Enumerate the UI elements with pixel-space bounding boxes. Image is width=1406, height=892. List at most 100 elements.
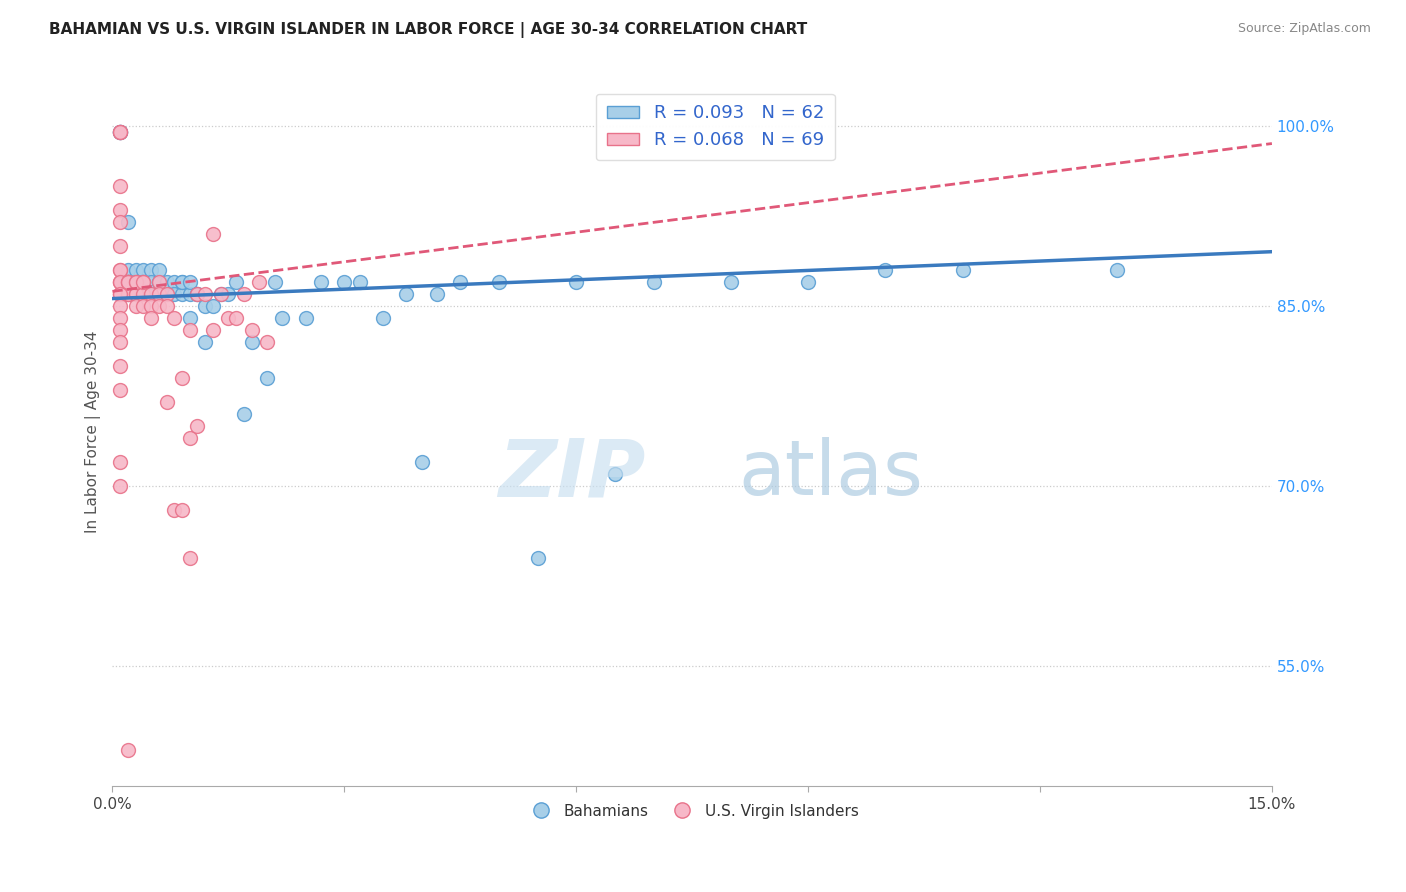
Point — [124, 275, 146, 289]
Point — [194, 286, 217, 301]
Point — [186, 419, 208, 434]
Point — [117, 262, 139, 277]
Text: Source: ZipAtlas.com: Source: ZipAtlas.com — [1237, 22, 1371, 36]
Point — [411, 455, 433, 469]
Point — [186, 286, 208, 301]
Point — [256, 334, 278, 349]
Point — [117, 275, 139, 289]
Point — [179, 310, 201, 325]
Point — [117, 286, 139, 301]
Point — [108, 202, 131, 217]
Text: BAHAMIAN VS U.S. VIRGIN ISLANDER IN LABOR FORCE | AGE 30-34 CORRELATION CHART: BAHAMIAN VS U.S. VIRGIN ISLANDER IN LABO… — [49, 22, 807, 38]
Point — [108, 455, 131, 469]
Text: atlas: atlas — [740, 437, 924, 511]
Point — [132, 262, 155, 277]
Point — [132, 275, 155, 289]
Point — [117, 275, 139, 289]
Point — [449, 275, 471, 289]
Point — [155, 275, 177, 289]
Point — [117, 275, 139, 289]
Point — [1107, 262, 1129, 277]
Point — [124, 275, 146, 289]
Point — [179, 275, 201, 289]
Point — [155, 395, 177, 409]
Point — [395, 286, 418, 301]
Legend: Bahamians, U.S. Virgin Islanders: Bahamians, U.S. Virgin Islanders — [519, 797, 865, 825]
Point — [179, 431, 201, 445]
Point — [720, 275, 742, 289]
Point — [139, 262, 162, 277]
Point — [139, 299, 162, 313]
Point — [155, 299, 177, 313]
Point — [217, 286, 239, 301]
Point — [132, 275, 155, 289]
Point — [155, 286, 177, 301]
Point — [108, 383, 131, 397]
Point — [148, 262, 170, 277]
Point — [201, 299, 224, 313]
Point — [124, 286, 146, 301]
Point — [148, 286, 170, 301]
Point — [108, 359, 131, 373]
Point — [232, 286, 254, 301]
Point — [170, 371, 193, 385]
Point — [565, 275, 588, 289]
Point — [179, 286, 201, 301]
Point — [256, 371, 278, 385]
Point — [294, 310, 316, 325]
Point — [240, 334, 263, 349]
Point — [209, 286, 232, 301]
Point — [117, 743, 139, 757]
Point — [108, 334, 131, 349]
Point — [217, 310, 239, 325]
Point — [797, 275, 820, 289]
Point — [108, 124, 131, 138]
Point — [163, 275, 186, 289]
Point — [108, 275, 131, 289]
Point — [108, 214, 131, 228]
Point — [179, 323, 201, 337]
Point — [124, 275, 146, 289]
Point — [108, 124, 131, 138]
Point — [108, 262, 131, 277]
Point — [170, 275, 193, 289]
Point — [247, 275, 270, 289]
Point — [225, 275, 247, 289]
Point — [108, 124, 131, 138]
Point — [139, 286, 162, 301]
Point — [194, 299, 217, 313]
Point — [349, 275, 371, 289]
Point — [309, 275, 332, 289]
Point — [201, 323, 224, 337]
Point — [163, 286, 186, 301]
Point — [875, 262, 897, 277]
Point — [124, 275, 146, 289]
Point — [426, 286, 449, 301]
Point — [488, 275, 510, 289]
Point — [170, 275, 193, 289]
Point — [108, 275, 131, 289]
Point — [240, 323, 263, 337]
Point — [139, 275, 162, 289]
Point — [371, 310, 394, 325]
Point — [139, 310, 162, 325]
Point — [108, 275, 131, 289]
Point — [179, 551, 201, 566]
Point — [148, 275, 170, 289]
Point — [271, 310, 294, 325]
Point — [108, 286, 131, 301]
Point — [117, 275, 139, 289]
Point — [117, 286, 139, 301]
Point — [225, 310, 247, 325]
Point — [148, 275, 170, 289]
Y-axis label: In Labor Force | Age 30-34: In Labor Force | Age 30-34 — [86, 331, 101, 533]
Point — [117, 286, 139, 301]
Point — [263, 275, 285, 289]
Point — [194, 334, 217, 349]
Point — [155, 286, 177, 301]
Point — [124, 275, 146, 289]
Point — [209, 286, 232, 301]
Point — [117, 275, 139, 289]
Point — [333, 275, 356, 289]
Point — [108, 299, 131, 313]
